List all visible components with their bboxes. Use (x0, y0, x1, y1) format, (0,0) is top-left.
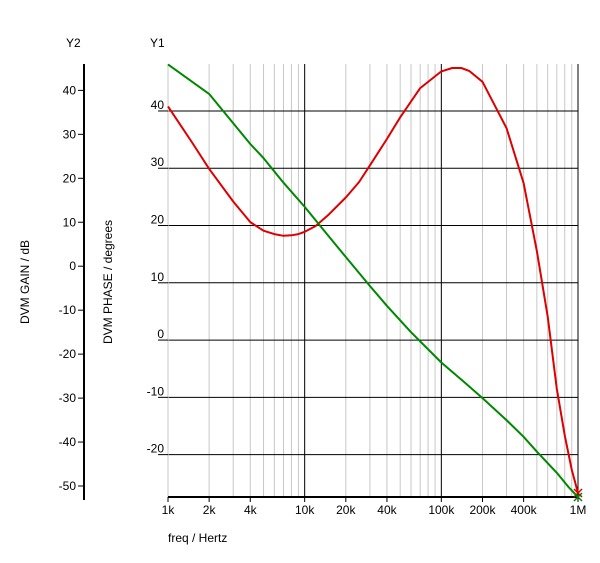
grid-lines (168, 64, 578, 497)
y2-tick-label: 40 (63, 83, 77, 97)
y2-tick-label: -20 (59, 347, 77, 361)
plot-border (167, 64, 579, 497)
gain-series-line (167, 63, 579, 498)
y2-tick-label: -10 (59, 303, 77, 317)
y2-tick-label: 30 (63, 127, 77, 141)
x-tick-label: 40k (377, 503, 397, 517)
x-tick-label: 1M (570, 503, 587, 517)
x-tick-label: 1k (162, 503, 176, 517)
y1-tick-label: 20 (151, 213, 165, 227)
y2-tick-label: 0 (69, 259, 76, 273)
y1-tick-label: -20 (147, 442, 165, 456)
y1-tick-label: 30 (151, 155, 165, 169)
y2-tick-label: -50 (59, 479, 77, 493)
y1-tick-label: 0 (157, 327, 164, 341)
y2-tick-label: -30 (59, 391, 77, 405)
x-tick-label: 10k (295, 503, 315, 517)
y2-axis: 40 30 20 10 0 -10 -20 -30 -40 -50 (59, 64, 85, 500)
y2-axis-title: Y2 (66, 36, 81, 50)
y1-tick-label: 10 (151, 270, 165, 284)
y1-tick-label: -10 (147, 384, 165, 398)
y2-tick-label: -40 (59, 435, 77, 449)
x-tick-label: 20k (336, 503, 356, 517)
x-tick-label: 4k (244, 503, 258, 517)
series-end-marker (573, 492, 583, 502)
x-tick-label: 2k (203, 503, 217, 517)
series-lines (167, 63, 583, 502)
x-axis-label: freq / Hertz (168, 531, 227, 545)
y2-axis-label: DVM GAIN / dB (18, 240, 32, 324)
x-tick-label: 400k (511, 503, 538, 517)
y2-tick-label: 20 (63, 171, 77, 185)
phase-series-line (167, 67, 579, 494)
y1-axis: 40 30 20 10 0 -10 -20 (147, 98, 168, 456)
series-end-marker (573, 488, 583, 498)
y1-axis-title: Y1 (150, 36, 165, 50)
x-axis: 1k 2k 4k 10k 20k 40k 100k 200k 400k 1M (162, 496, 587, 517)
x-tick-label: 200k (469, 503, 496, 517)
y1-tick-label: 40 (151, 98, 165, 112)
x-tick-label: 100k (428, 503, 455, 517)
y1-axis-label: DVM PHASE / degrees (101, 220, 115, 344)
y2-tick-label: 10 (63, 215, 77, 229)
